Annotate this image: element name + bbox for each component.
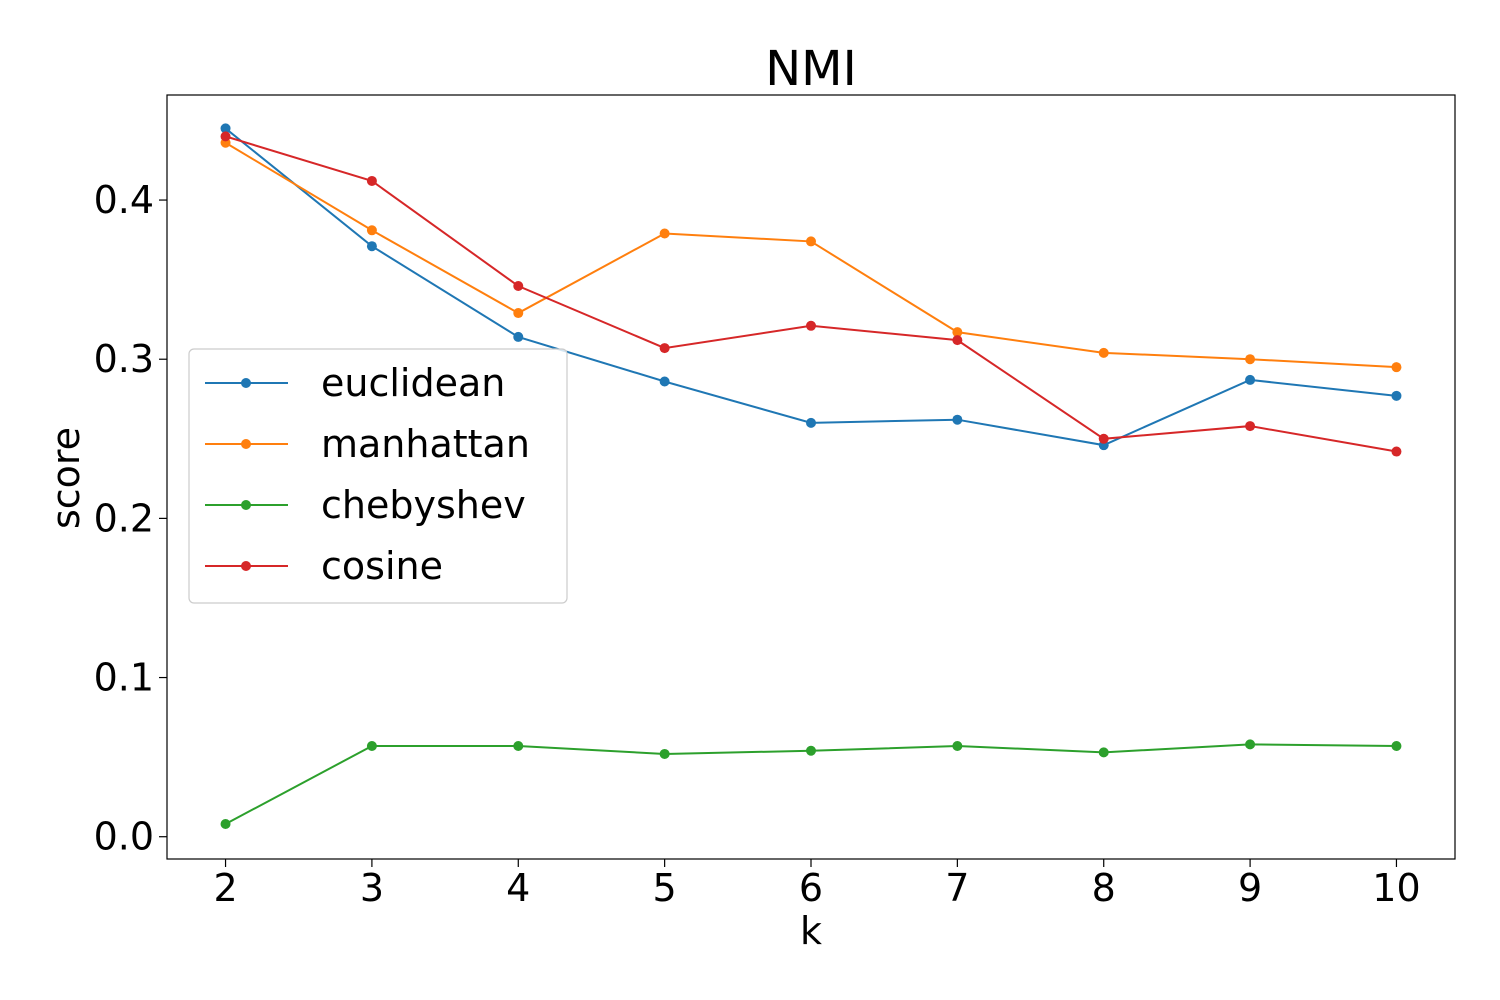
data-point-euclidean [1391,390,1402,401]
x-tick-label: 6 [799,866,823,910]
series-manhattan [220,137,1402,373]
legend-label: euclidean [321,361,505,405]
series-chebyshev [220,739,1402,829]
data-point-cosine [220,131,231,142]
legend-item-manhattan: manhattan [205,422,530,466]
x-tick-label: 9 [1238,866,1262,910]
y-tick-label: 0.3 [94,337,154,381]
y-tick-label: 0.1 [94,656,154,700]
y-tick-label: 0.0 [94,815,154,859]
data-point-euclidean [366,241,377,252]
legend-label: manhattan [321,422,530,466]
x-tick-label: 7 [945,866,969,910]
legend-label: cosine [321,544,443,588]
x-tick-label: 3 [360,866,384,910]
x-tick-label: 10 [1372,866,1420,910]
data-point-cosine [659,343,670,354]
y-axis-ticks: 0.0 0.1 0.2 0.3 0.4 [94,178,167,859]
data-point-manhattan [1098,347,1109,358]
x-tick-label: 8 [1092,866,1116,910]
data-point-cosine [1391,446,1402,457]
series-layer [220,123,1402,829]
data-point-chebyshev [1245,739,1256,750]
legend-item-euclidean: euclidean [205,361,505,405]
legend-label: chebyshev [321,483,526,527]
legend-marker [241,500,251,510]
x-tick-label: 5 [653,866,677,910]
legend-marker [241,439,251,449]
data-point-manhattan [659,228,670,239]
data-point-cosine [1098,433,1109,444]
data-point-manhattan [513,308,524,319]
data-point-chebyshev [659,748,670,759]
data-point-manhattan [1391,362,1402,373]
data-point-chebyshev [366,740,377,751]
legend-marker [241,378,251,388]
y-axis-label: score [44,427,88,529]
data-point-cosine [806,320,816,331]
chart-title: NMI [765,41,856,97]
legend: euclidean manhattan chebyshev cosine [188,348,568,604]
data-point-chebyshev [220,818,231,829]
x-axis-label: k [800,909,822,953]
data-point-manhattan [952,327,963,338]
x-tick-label: 2 [213,866,237,910]
data-point-cosine [513,281,524,291]
legend-marker [241,561,251,571]
data-point-euclidean [513,331,524,342]
data-point-chebyshev [1098,747,1109,758]
series-cosine [220,131,1402,457]
series-euclidean [220,123,1402,451]
data-point-chebyshev [806,745,816,756]
data-point-euclidean [1245,374,1256,385]
y-tick-label: 0.2 [94,496,154,540]
data-point-cosine [1245,421,1256,432]
data-point-manhattan [806,236,816,247]
data-point-euclidean [220,123,231,134]
data-point-manhattan [366,225,377,236]
x-axis-ticks: 2 3 4 5 6 7 8 9 10 [213,859,1421,910]
data-point-chebyshev [513,740,524,751]
data-point-euclidean [952,414,963,425]
data-point-cosine [366,175,377,186]
data-point-chebyshev [952,740,963,751]
legend-item-cosine: cosine [205,544,443,588]
data-point-chebyshev [1391,740,1402,751]
data-point-euclidean [659,376,670,387]
data-point-cosine [952,335,963,346]
legend-box [188,348,568,604]
x-tick-label: 4 [506,866,530,910]
data-point-euclidean [806,417,816,428]
legend-item-chebyshev: chebyshev [205,483,526,527]
data-point-manhattan [1245,354,1256,365]
y-tick-label: 0.4 [94,178,154,222]
